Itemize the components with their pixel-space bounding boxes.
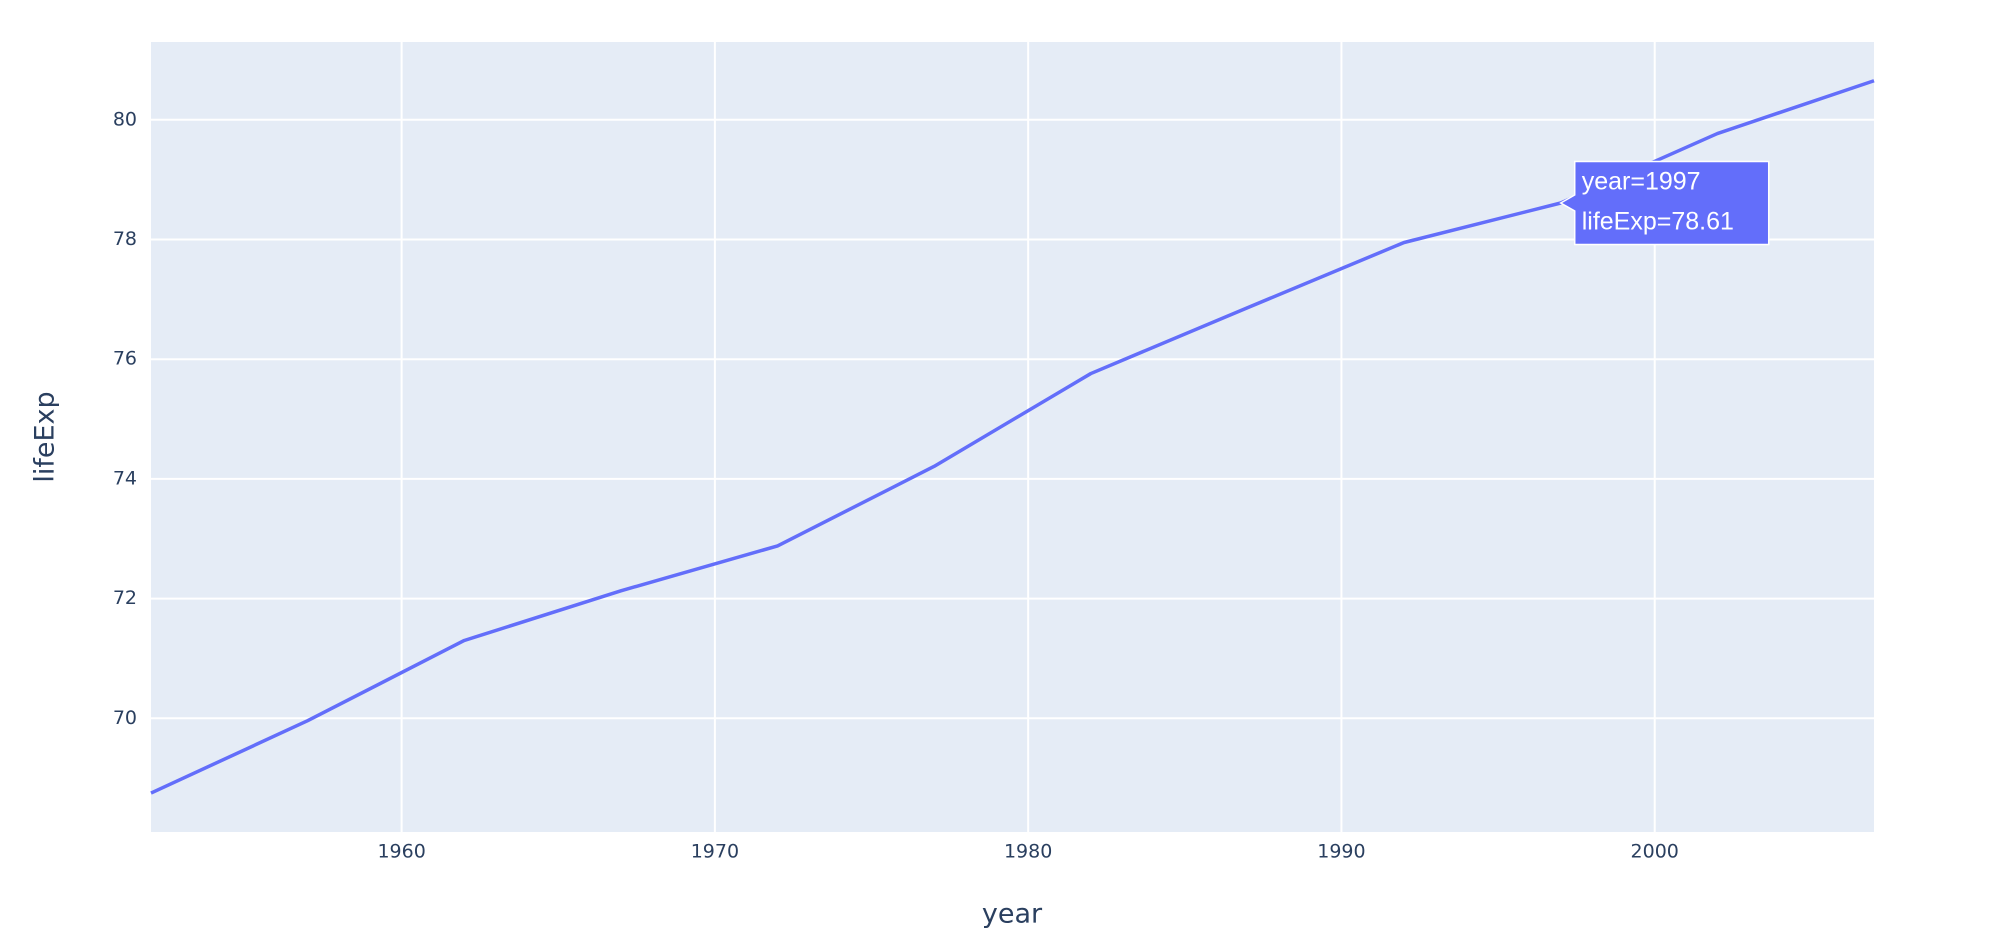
- y-tick-label: 72: [113, 587, 137, 609]
- y-tick-label: 80: [113, 108, 137, 130]
- x-axis-title: year: [982, 899, 1043, 930]
- tooltip-text: lifeExp=78.61: [1582, 208, 1734, 236]
- x-tick-label: 1980: [1004, 841, 1052, 863]
- x-tick-label: 1990: [1317, 841, 1365, 863]
- y-tick-label: 70: [113, 707, 137, 729]
- y-axis-title: lifeExp: [30, 391, 61, 482]
- y-tick-label: 78: [113, 228, 137, 250]
- y-tick-label: 74: [113, 467, 137, 489]
- x-tick-label: 1970: [691, 841, 739, 863]
- y-tick-label: 76: [113, 348, 137, 370]
- tooltip-text: year=1997: [1582, 168, 1701, 196]
- tooltip-box: [1559, 160, 1770, 246]
- tooltip: year=1997 lifeExp=78.61: [1559, 160, 1770, 246]
- x-tick-label: 1960: [377, 841, 425, 863]
- plot-area: [151, 42, 1874, 832]
- x-tick-label: 2000: [1631, 841, 1679, 863]
